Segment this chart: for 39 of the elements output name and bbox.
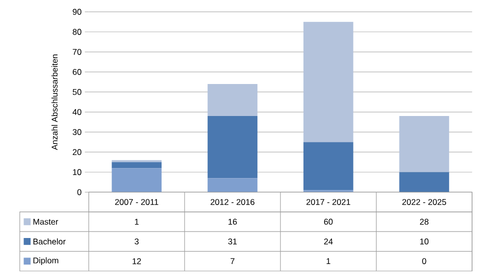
x-tick-label: 2022 - 2025	[402, 199, 446, 206]
data-label: 31	[228, 238, 237, 244]
data-label: 12	[132, 258, 141, 264]
data-label: 0	[422, 258, 426, 264]
x-tick-label: 2017 - 2021	[306, 199, 350, 206]
data-label: 24	[324, 238, 333, 244]
bar	[208, 178, 258, 192]
y-tick-label: 0	[77, 189, 82, 196]
bar	[303, 142, 354, 190]
bar	[208, 116, 258, 178]
y-tick-label: 70	[72, 48, 82, 55]
data-label: 3	[134, 238, 139, 244]
bar	[112, 162, 162, 168]
bar	[399, 116, 450, 172]
data-label: 28	[420, 218, 428, 225]
data-label: 1	[326, 258, 330, 264]
bar	[208, 84, 258, 116]
y-tick-label: 30	[72, 129, 82, 136]
data-label: 10	[420, 238, 429, 244]
y-tick-label: 80	[72, 28, 82, 35]
legend-label: Diplom	[33, 257, 58, 266]
y-tick-label: 50	[72, 89, 82, 95]
x-tick-label: 2012 - 2016	[210, 199, 254, 206]
y-axis-title: Anzahl Abschlussarbeiten	[51, 54, 58, 150]
data-label: 60	[324, 218, 333, 225]
y-tick-label: 40	[72, 109, 82, 115]
legend-label: Bachelor	[33, 238, 66, 245]
bar	[303, 22, 354, 142]
y-tick-label: 60	[72, 69, 82, 75]
bar	[399, 172, 450, 192]
bar	[112, 168, 162, 192]
data-label: 7	[230, 258, 234, 264]
data-label: 16	[228, 218, 237, 225]
data-label: 1	[134, 218, 139, 225]
x-tick-label: 2007 - 2011	[115, 199, 158, 206]
y-tick-label: 20	[72, 149, 82, 156]
y-tick-label: 90	[72, 8, 82, 15]
legend-label: Master	[33, 218, 58, 225]
y-tick-label: 10	[73, 169, 82, 176]
